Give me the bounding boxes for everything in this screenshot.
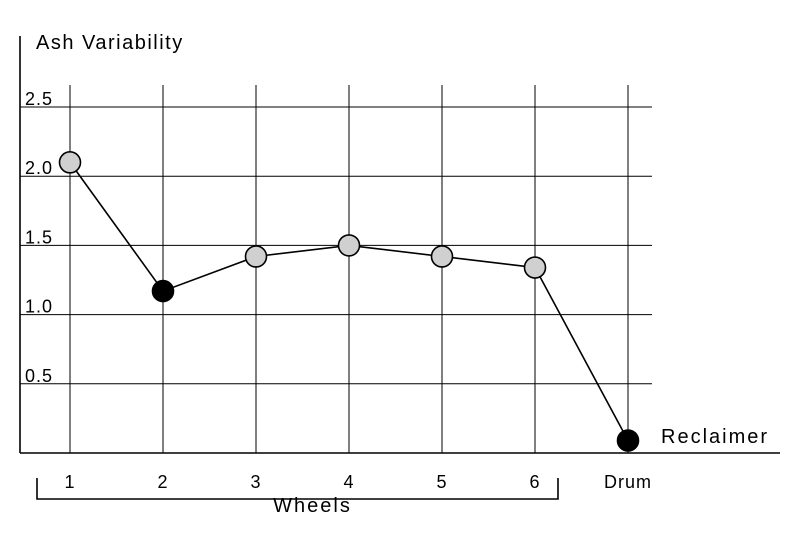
data-point <box>337 234 361 257</box>
data-point <box>523 256 547 279</box>
x-tick-label: 4 <box>343 472 354 492</box>
x-tick-label: Drum <box>604 472 652 492</box>
x-tick-label: 6 <box>529 472 540 492</box>
axes <box>19 36 780 454</box>
x-tick-label: 5 <box>436 472 447 492</box>
grid <box>20 85 652 453</box>
bracket-line <box>36 478 559 500</box>
data-point <box>616 429 640 452</box>
data-point <box>244 245 268 268</box>
y-tick-label: 1.5 <box>25 227 53 247</box>
data-point <box>58 151 82 174</box>
y-tick-labels: 0.5 1.0 1.5 2.0 2.5 <box>25 89 53 386</box>
y-tick-label: 2.0 <box>25 158 53 178</box>
data-point <box>430 245 454 268</box>
y-tick-label: 1.0 <box>25 297 53 317</box>
series <box>58 151 640 452</box>
y-tick-label: 2.5 <box>25 89 53 109</box>
x-tick-label: 2 <box>157 472 168 492</box>
x-tick-label: 3 <box>250 472 261 492</box>
y-tick-label: 0.5 <box>25 366 53 386</box>
wheels-bracket: Wheels <box>36 478 559 517</box>
data-point <box>151 279 175 303</box>
x-tick-label: 1 <box>64 472 75 492</box>
y-axis-label: Ash Variability <box>36 32 184 54</box>
x-axis-label: Reclaimer <box>661 426 769 448</box>
bracket-label: Wheels <box>273 495 352 517</box>
x-tick-labels: 1 2 3 4 5 6 Drum <box>64 472 652 492</box>
